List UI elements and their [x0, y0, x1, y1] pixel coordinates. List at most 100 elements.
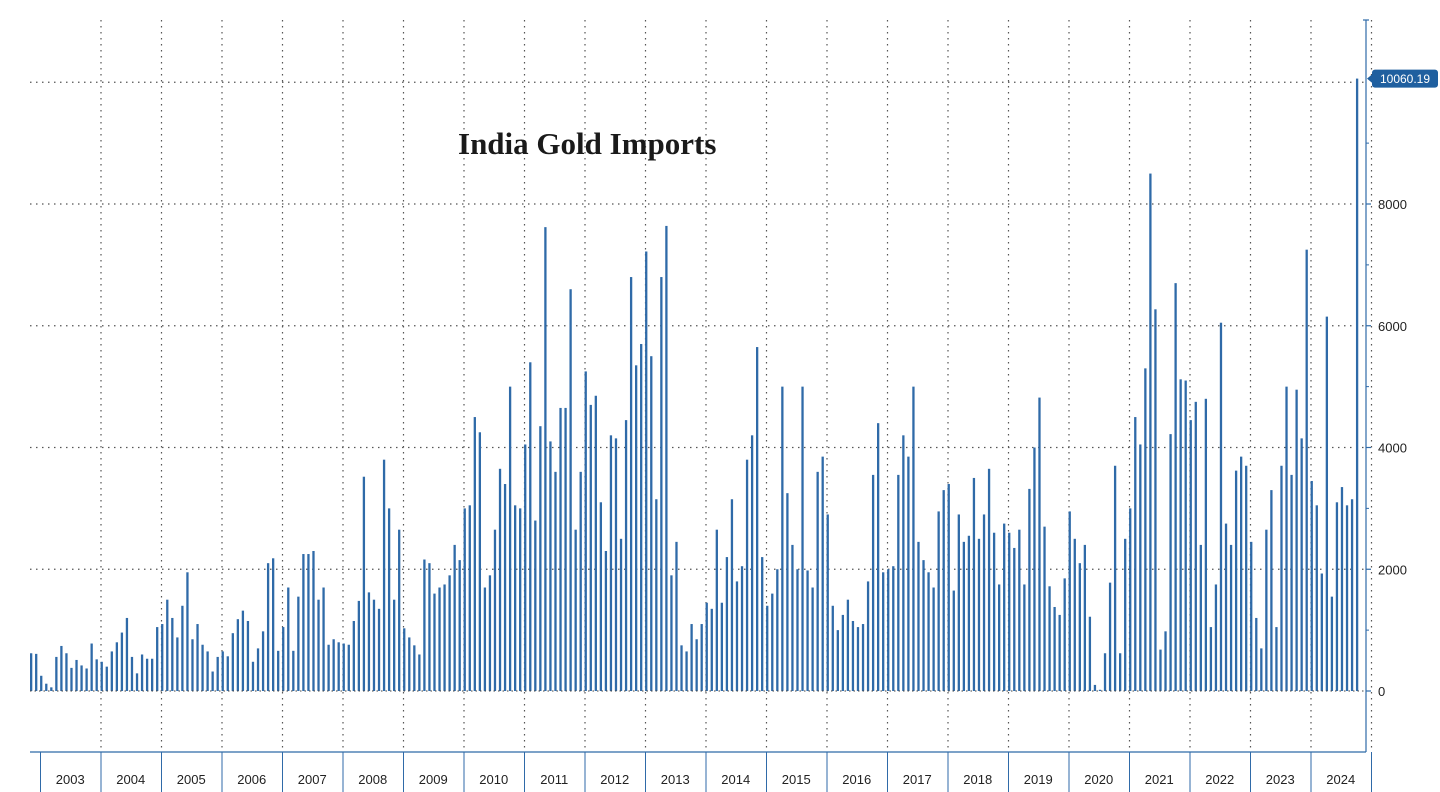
bar [927, 572, 930, 691]
bar [1033, 447, 1036, 691]
bar [342, 643, 345, 691]
bar [1199, 544, 1202, 691]
bar [367, 592, 371, 691]
bar [902, 435, 905, 691]
bar [236, 619, 240, 691]
bar [614, 438, 618, 691]
bar [498, 468, 502, 691]
x-tick-label: 2017 [903, 772, 932, 787]
bar [1008, 532, 1011, 691]
bar [80, 665, 83, 691]
bar [715, 529, 718, 691]
bar [735, 581, 739, 691]
bar [312, 550, 315, 691]
y-axis: 0 2000 4000 6000 8000 [1363, 19, 1407, 752]
bar [85, 668, 88, 691]
bar [660, 277, 663, 691]
bar [125, 617, 129, 691]
bar [866, 581, 870, 691]
x-tick-label: 2005 [177, 772, 206, 787]
bar [579, 471, 582, 691]
last-value-label: 10060.19 [1380, 72, 1430, 86]
bar [806, 570, 809, 691]
bar [145, 658, 149, 691]
bar [1023, 584, 1026, 691]
bar [1003, 523, 1006, 691]
bar [256, 648, 260, 691]
y-tick-label: 4000 [1378, 441, 1407, 456]
bar [357, 600, 361, 691]
bar [1194, 401, 1197, 691]
bar [45, 683, 48, 691]
bar [796, 569, 799, 691]
bar [1340, 487, 1344, 691]
bar [831, 605, 834, 691]
bar [1159, 649, 1162, 691]
bar [629, 277, 633, 691]
bar [1139, 444, 1142, 691]
bar [226, 656, 229, 691]
bar [705, 602, 708, 691]
bar [1073, 538, 1076, 691]
bar [1144, 368, 1147, 691]
bar [1305, 249, 1308, 691]
x-tick-label: 2014 [721, 772, 750, 787]
bar [1280, 465, 1283, 691]
bar [766, 605, 769, 691]
bar [680, 645, 683, 691]
bar [403, 628, 406, 691]
bar [624, 420, 628, 691]
bar [171, 617, 174, 691]
bar [871, 474, 875, 691]
bar [1013, 547, 1016, 691]
bar [730, 499, 734, 691]
bar [1078, 563, 1081, 691]
bar [382, 459, 386, 691]
bar [725, 557, 729, 691]
bar [418, 654, 421, 691]
bar [740, 566, 744, 691]
bar [907, 456, 910, 691]
bar [75, 659, 78, 691]
bar [30, 653, 33, 691]
bar [882, 572, 885, 691]
bar [892, 566, 895, 691]
bar [957, 514, 960, 691]
x-tick-label: 2015 [782, 772, 811, 787]
bar [468, 505, 471, 691]
bar [539, 426, 542, 691]
bar [1250, 541, 1253, 691]
bar [801, 386, 804, 692]
bar [493, 529, 497, 691]
bar [156, 627, 159, 691]
bar [922, 560, 925, 691]
bar [1295, 389, 1298, 691]
bar [332, 639, 335, 691]
last-value-badge [1372, 69, 1438, 88]
bar [569, 289, 572, 691]
bar [277, 650, 280, 691]
bar [35, 653, 38, 691]
bar [201, 644, 204, 691]
bar [1290, 474, 1293, 691]
bar [503, 484, 507, 691]
bar [635, 365, 638, 691]
bar [120, 632, 124, 691]
bar [55, 656, 58, 691]
bar [816, 471, 819, 691]
bar [761, 557, 764, 691]
bar [302, 554, 305, 691]
bar [897, 474, 900, 691]
bar [1214, 584, 1218, 691]
bar [559, 407, 562, 691]
bar [690, 624, 693, 691]
bar [221, 651, 224, 691]
bar [1335, 502, 1339, 691]
bar [574, 529, 577, 691]
bar [186, 572, 189, 691]
bar [650, 356, 653, 691]
bar [745, 459, 749, 691]
bar [544, 227, 547, 691]
bar [1063, 578, 1066, 691]
